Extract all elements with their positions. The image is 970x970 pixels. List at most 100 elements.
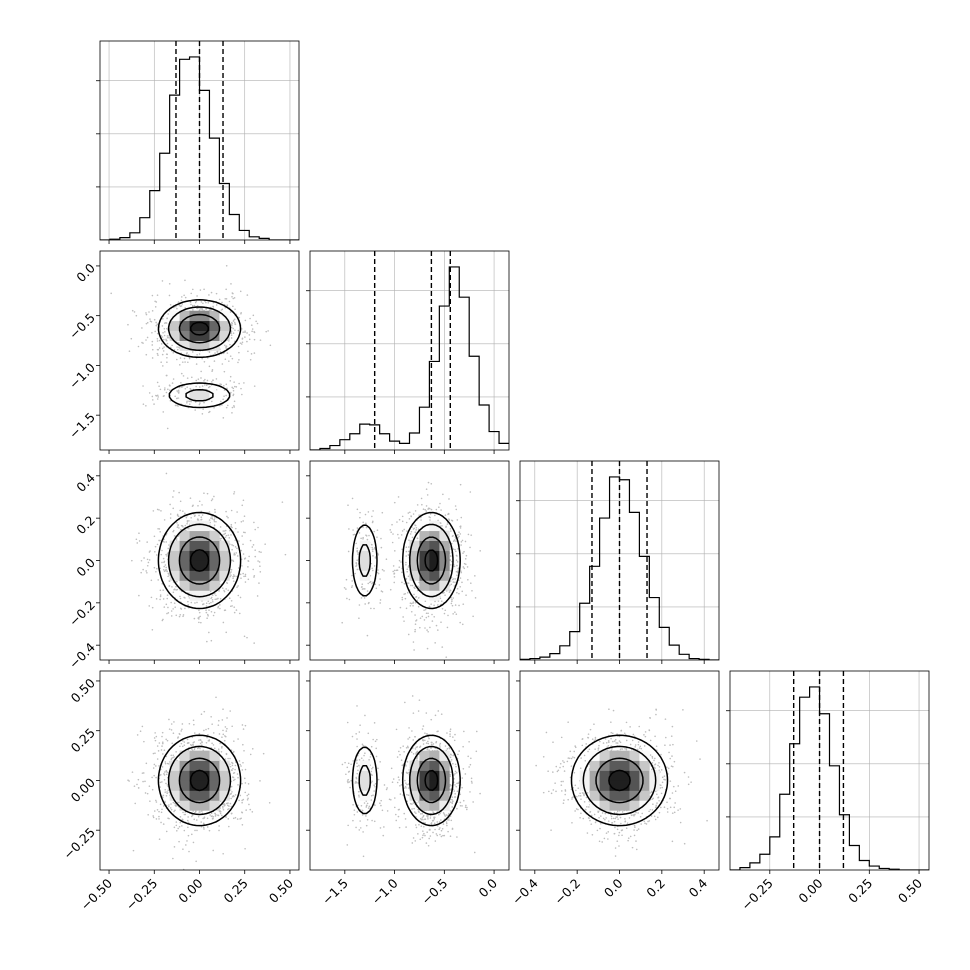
- scatter-point: [348, 598, 351, 601]
- scatter-point: [205, 611, 208, 614]
- scatter-point: [357, 551, 359, 554]
- scatter-point: [149, 800, 151, 802]
- scatter-point: [207, 740, 210, 742]
- scatter-point: [432, 811, 435, 814]
- scatter-point: [169, 346, 172, 349]
- scatter-point: [152, 510, 155, 512]
- scatter-point: [203, 401, 205, 404]
- scatter-point: [452, 613, 454, 615]
- scatter-point: [133, 785, 136, 787]
- contour-line: [424, 549, 439, 572]
- scatter-point: [189, 301, 192, 303]
- scatter-point: [152, 752, 155, 755]
- scatter-point: [439, 742, 442, 745]
- scatter-point: [437, 604, 439, 606]
- y-tick-label: 0.2: [73, 513, 98, 538]
- scatter-point: [131, 771, 134, 773]
- scatter-point: [414, 602, 417, 604]
- scatter-point: [413, 527, 416, 530]
- scatter-point: [155, 301, 158, 303]
- scatter-point: [401, 571, 403, 574]
- scatter-point: [429, 519, 431, 521]
- scatter-point: [243, 635, 246, 638]
- scatter-point: [201, 357, 203, 360]
- scatter-point: [196, 353, 198, 356]
- scatter-point: [147, 813, 149, 816]
- scatter-point: [456, 570, 458, 573]
- scatter-point: [242, 743, 244, 746]
- scatter-point: [253, 338, 256, 341]
- scatter-point: [223, 370, 226, 373]
- density-cell: [409, 540, 420, 551]
- scatter-point: [470, 582, 472, 584]
- scatter-point: [393, 569, 396, 572]
- scatter-point: [218, 829, 220, 832]
- scatter-point: [165, 603, 168, 606]
- scatter-point: [471, 589, 473, 592]
- scatter-point: [190, 292, 193, 295]
- histogram-0: [100, 56, 299, 240]
- scatter-point: [140, 559, 143, 562]
- scatter-point: [211, 742, 213, 745]
- scatter-point: [146, 336, 149, 339]
- scatter-point: [219, 742, 221, 745]
- scatter-point: [412, 604, 414, 607]
- scatter-point: [348, 528, 350, 530]
- scatter-point: [391, 523, 393, 526]
- scatter-point: [161, 549, 163, 552]
- scatter-point: [207, 615, 209, 617]
- scatter-point: [156, 352, 159, 355]
- scatter-point: [166, 553, 169, 555]
- scatter-point: [172, 591, 175, 594]
- scatter-point: [217, 748, 220, 750]
- scatter-point: [157, 396, 159, 398]
- scatter-point: [239, 290, 242, 293]
- scatter-point: [205, 741, 208, 744]
- scatter-point: [355, 561, 358, 564]
- scatter-point: [201, 308, 204, 310]
- scatter-point: [156, 808, 159, 811]
- scatter-point: [166, 361, 168, 364]
- scatter-point: [143, 740, 145, 743]
- scatter-point: [218, 825, 220, 827]
- scatter-point: [199, 738, 202, 741]
- scatter-point: [142, 403, 145, 405]
- scatter-point: [231, 295, 233, 298]
- scatter-point: [219, 383, 221, 385]
- scatter-point: [232, 305, 234, 308]
- scatter-point: [206, 640, 208, 643]
- scatter-point: [224, 344, 226, 347]
- scatter-point: [186, 386, 188, 388]
- scatter-point: [156, 543, 159, 546]
- scatter-point: [398, 518, 401, 521]
- y-tick-label: −0.4: [66, 639, 98, 671]
- scatter-point: [392, 533, 394, 535]
- scatter-point: [256, 322, 259, 325]
- scatter-point: [425, 842, 428, 844]
- scatter-point: [221, 301, 223, 304]
- scatter-point: [212, 379, 214, 381]
- panel-3-1: [341, 695, 481, 858]
- scatter-point: [219, 350, 222, 353]
- scatter-point: [377, 572, 380, 575]
- scatter-point: [223, 530, 226, 532]
- scatter-point: [154, 739, 157, 742]
- scatter-point: [182, 740, 184, 742]
- scatter-point: [231, 791, 233, 793]
- density-cell: [219, 560, 230, 571]
- scatter-point: [405, 521, 408, 524]
- scatter-point: [161, 735, 163, 738]
- scatter-point: [427, 630, 429, 633]
- scatter-point: [179, 528, 182, 531]
- scatter-point: [433, 604, 435, 607]
- scatter-point: [419, 617, 422, 619]
- scatter-point: [148, 785, 151, 787]
- scatter-point: [252, 568, 255, 571]
- scatter-point: [187, 821, 190, 824]
- scatter-point: [165, 391, 168, 394]
- scatter-point: [234, 385, 236, 388]
- scatter-point: [163, 560, 166, 563]
- scatter-point: [224, 358, 227, 361]
- scatter-point: [173, 721, 175, 723]
- scatter-point: [232, 332, 235, 334]
